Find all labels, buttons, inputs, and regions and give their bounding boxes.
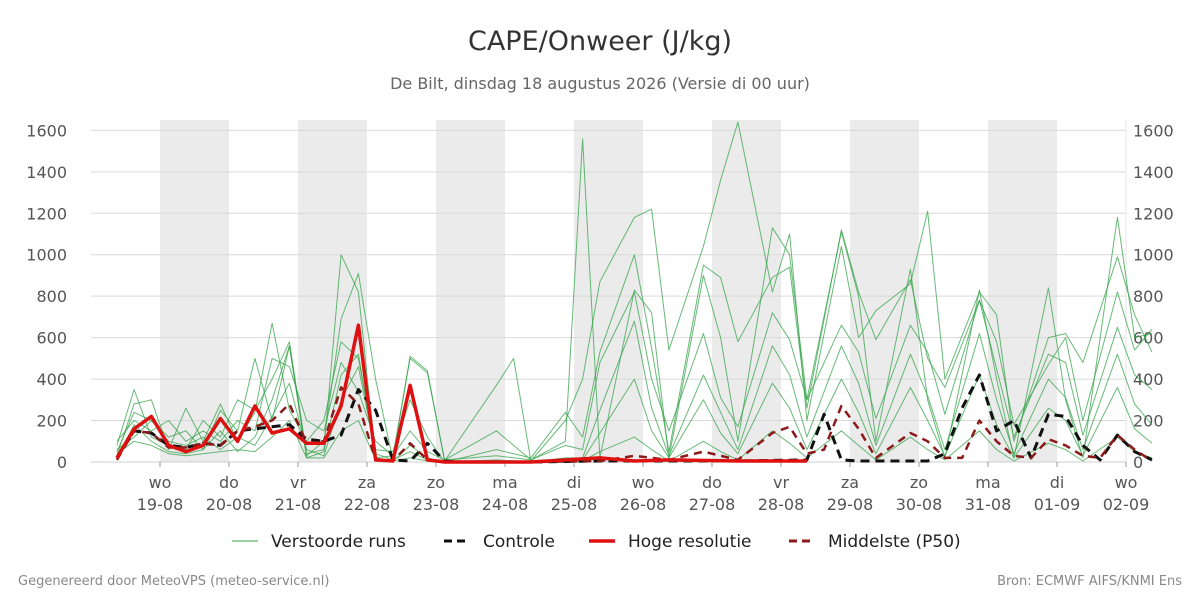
x-tick-weekday: za [841, 473, 859, 492]
y-tick-label: 400 [1133, 370, 1164, 389]
y-tick-label: 1000 [26, 246, 67, 265]
x-tick-weekday: ma [492, 473, 517, 492]
y-tick-label: 0 [1133, 453, 1143, 472]
y-tick-label: 1600 [26, 121, 67, 140]
legend-label: Middelste (P50) [828, 532, 961, 552]
weekend-band [298, 120, 367, 462]
x-tick-date: 31-08 [965, 495, 1012, 514]
weekend-band [712, 120, 781, 462]
x-tick-date: 23-08 [413, 495, 460, 514]
x-tick-date: 21-08 [275, 495, 322, 514]
y-tick-label: 600 [36, 329, 67, 348]
x-tick-date: 25-08 [551, 495, 598, 514]
y-tick-label: 1600 [1133, 121, 1174, 140]
x-axis: wo 19-08 do 20-08 vr 21-08 za 22-08 zo 23-08 ma 24-… [137, 462, 1150, 514]
x-tick-date: 24-08 [482, 495, 529, 514]
x-tick-date: 02-09 [1103, 495, 1150, 514]
y-tick-label: 1400 [1133, 163, 1174, 182]
y-tick-label: 400 [36, 370, 67, 389]
x-tick-date: 30-08 [896, 495, 943, 514]
chart-subtitle: De Bilt, dinsdag 18 augustus 2026 (Versi… [390, 74, 810, 93]
x-tick-date: 26-08 [620, 495, 667, 514]
weekend-band [436, 120, 505, 462]
x-tick-weekday: wo [1115, 473, 1138, 492]
x-tick-date: 01-09 [1034, 495, 1081, 514]
y-tick-label: 0 [57, 453, 67, 472]
x-tick-weekday: vr [290, 473, 306, 492]
x-tick-date: 28-08 [758, 495, 805, 514]
weekend-band [160, 120, 229, 462]
x-tick-weekday: vr [773, 473, 789, 492]
chart-title: CAPE/Onweer (J/kg) [468, 26, 732, 57]
legend-label: Hoge resolutie [628, 532, 752, 552]
x-tick-weekday: di [567, 473, 582, 492]
x-tick-weekday: wo [632, 473, 655, 492]
ensemble-members [116, 121, 1153, 463]
y-axis-left: 0 200 400 600 800 1000 1200 1400 1600 [26, 121, 67, 472]
ensemble-member-line [116, 320, 1153, 463]
weekend-bands [160, 120, 1057, 462]
ensemble-member-line [116, 121, 1153, 462]
x-tick-date: 20-08 [206, 495, 253, 514]
x-tick-weekday: di [1050, 473, 1065, 492]
x-tick-date: 19-08 [137, 495, 184, 514]
weekend-band [988, 120, 1057, 462]
x-tick-weekday: zo [427, 473, 445, 492]
hoge-resolutie-line [115, 323, 807, 464]
legend: Verstoorde runs Controle Hoge resolutie Mid… [232, 532, 961, 552]
y-tick-label: 800 [36, 287, 67, 306]
main-series [115, 323, 1153, 464]
weekend-band [574, 120, 643, 462]
y-tick-label: 1200 [26, 204, 67, 223]
y-tick-label: 1400 [26, 163, 67, 182]
footer-right: Bron: ECMWF AIFS/KNMI Ens [997, 574, 1182, 589]
y-tick-label: 1000 [1133, 246, 1174, 265]
ensemble-member-line [116, 291, 1153, 461]
footer-left: Gegenereerd door MeteoVPS (meteo-service… [18, 574, 329, 589]
x-tick-weekday: zo [910, 473, 928, 492]
y-tick-label: 200 [36, 412, 67, 431]
x-tick-weekday: wo [149, 473, 172, 492]
legend-label: Controle [483, 532, 555, 552]
x-tick-date: 27-08 [689, 495, 736, 514]
legend-label: Verstoorde runs [271, 532, 406, 552]
ensemble-member-line [116, 420, 1153, 463]
y-tick-label: 1200 [1133, 204, 1174, 223]
weekend-band [850, 120, 919, 462]
x-tick-date: 29-08 [827, 495, 874, 514]
x-tick-weekday: za [358, 473, 376, 492]
p50-line [115, 386, 1153, 464]
x-tick-weekday: ma [975, 473, 1000, 492]
x-tick-date: 22-08 [344, 495, 391, 514]
y-tick-label: 800 [1133, 287, 1164, 306]
x-tick-weekday: do [702, 473, 722, 492]
x-tick-weekday: do [219, 473, 239, 492]
